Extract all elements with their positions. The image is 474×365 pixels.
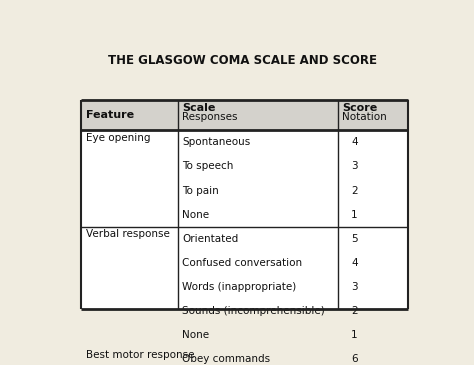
Text: 3: 3 (351, 282, 358, 292)
Text: 6: 6 (351, 354, 358, 364)
Text: To pain: To pain (182, 185, 219, 196)
Text: THE GLASGOW COMA SCALE AND SCORE: THE GLASGOW COMA SCALE AND SCORE (109, 54, 377, 67)
Text: Scale: Scale (182, 103, 216, 113)
Text: None: None (182, 330, 210, 340)
Text: Score: Score (342, 103, 378, 113)
Bar (82, 100, 408, 130)
Text: Spontaneous: Spontaneous (182, 137, 250, 147)
Text: None: None (182, 210, 210, 220)
Text: 2: 2 (351, 185, 358, 196)
Text: Eye opening: Eye opening (86, 133, 150, 143)
Bar (82, 100, 408, 310)
Text: Confused conversation: Confused conversation (182, 258, 302, 268)
Text: 4: 4 (351, 137, 358, 147)
Text: 3: 3 (351, 161, 358, 172)
Text: Verbal response: Verbal response (86, 230, 170, 239)
Text: 1: 1 (351, 330, 358, 340)
Text: 2: 2 (351, 306, 358, 316)
Text: Notation: Notation (342, 112, 387, 122)
Text: Sounds (incomprehensible): Sounds (incomprehensible) (182, 306, 325, 316)
Text: Best motor response: Best motor response (86, 350, 194, 360)
Text: Feature: Feature (86, 110, 134, 120)
Text: Words (inappropriate): Words (inappropriate) (182, 282, 296, 292)
Text: Responses: Responses (182, 112, 237, 122)
Text: Obey commands: Obey commands (182, 354, 270, 364)
Text: To speech: To speech (182, 161, 234, 172)
Text: 1: 1 (351, 210, 358, 220)
Text: Orientated: Orientated (182, 234, 238, 244)
Text: 5: 5 (351, 234, 358, 244)
Text: 4: 4 (351, 258, 358, 268)
